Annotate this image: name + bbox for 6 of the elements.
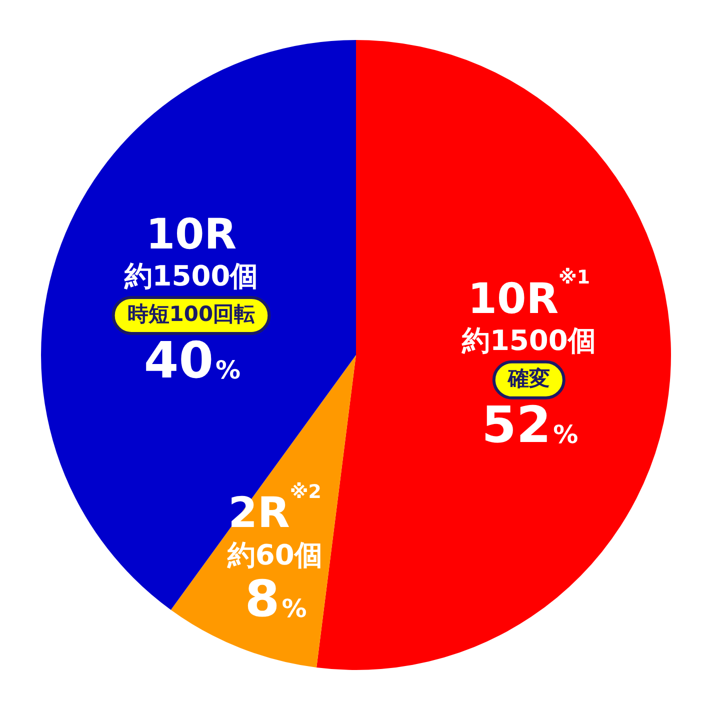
text: 確変 xyxy=(508,366,550,390)
text: 時短100回転 xyxy=(127,302,256,326)
data-label: 52% xyxy=(482,396,578,454)
data-label: 8% xyxy=(244,570,307,628)
slice-label: 10R 約1500個 xyxy=(123,209,258,293)
data-label: 40% xyxy=(144,331,241,390)
